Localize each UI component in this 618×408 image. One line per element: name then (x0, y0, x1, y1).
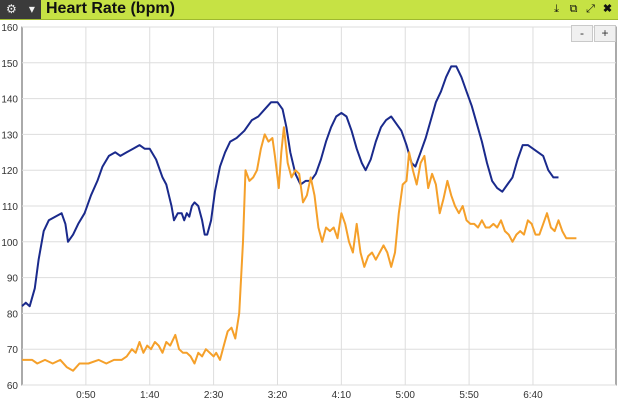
series-line-1 (21, 65, 559, 308)
panel-title: Heart Rate (bpm) (46, 0, 175, 17)
y-tick-label: 70 (7, 345, 19, 356)
x-tick-label: 1:40 (140, 390, 160, 401)
y-tick-label: 120 (1, 166, 18, 177)
y-tick-label: 60 (7, 381, 19, 392)
x-tick-label: 5:50 (459, 390, 479, 401)
title-bar: ⚙ ▾ Heart Rate (bpm) ⤓ ⧉ ⤢ ✖ (0, 0, 618, 20)
y-tick-label: 160 (1, 23, 18, 34)
x-tick-label: 3:20 (268, 390, 288, 401)
chevron-down-icon[interactable]: ▾ (28, 2, 35, 16)
y-tick-label: 130 (1, 130, 18, 141)
chart-area: 60 70 80 90 100 110 120 130 140 150 160 0:50 1:40 2:… (0, 20, 618, 403)
y-axis: 60 70 80 90 100 110 120 130 140 150 160 (1, 23, 18, 392)
x-axis: 0:50 1:40 2:30 3:20 4:10 5:00 5:50 6:40 (76, 390, 543, 401)
x-tick-label: 0:50 (76, 390, 96, 401)
download-icon[interactable]: ⤓ (554, 3, 559, 15)
y-tick-label: 150 (1, 59, 18, 70)
x-tick-label: 4:10 (332, 390, 352, 401)
close-icon[interactable]: ✖ (602, 3, 613, 15)
series-layer (21, 65, 577, 372)
y-tick-label: 140 (1, 95, 18, 106)
y-tick-label: 110 (2, 202, 18, 213)
panel-menu-button[interactable]: ⚙ ▾ (0, 0, 41, 19)
heart-rate-chart: 60 70 80 90 100 110 120 130 140 150 160 0:50 1:40 2:… (1, 23, 617, 401)
y-tick-label: 100 (1, 238, 18, 249)
title-bar-controls: ⤓ ⧉ ⤢ ✖ (550, 0, 614, 19)
zoom-in-button[interactable]: + (594, 25, 616, 42)
gear-icon[interactable]: ⚙ (6, 2, 17, 16)
grid (22, 26, 616, 386)
x-tick-label: 5:00 (395, 390, 415, 401)
x-tick-label: 2:30 (204, 390, 224, 401)
zoom-out-button[interactable]: - (571, 25, 593, 42)
series-line-2 (22, 126, 577, 372)
fullscreen-icon[interactable]: ⤢ (586, 3, 595, 15)
y-tick-label: 80 (7, 309, 19, 320)
popout-icon[interactable]: ⧉ (569, 3, 578, 15)
x-tick-label: 6:40 (523, 390, 543, 401)
y-tick-label: 90 (7, 274, 19, 285)
